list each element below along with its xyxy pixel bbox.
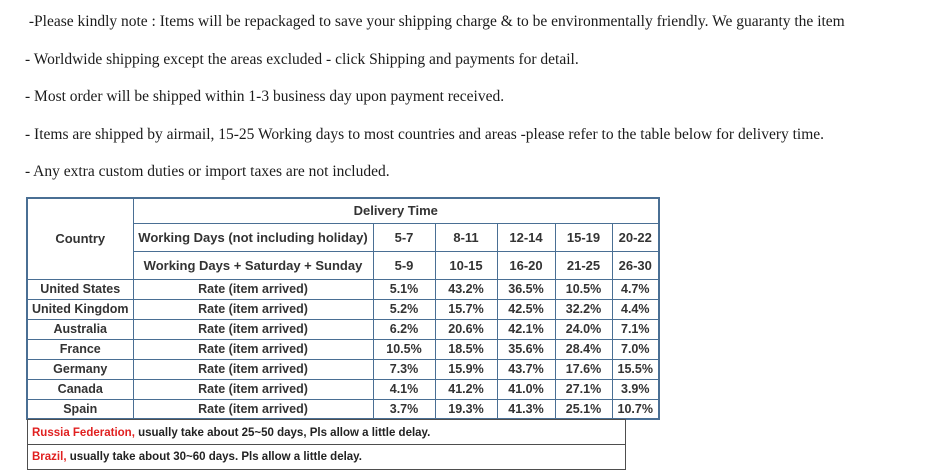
rate-value: 10.7%: [611, 398, 660, 420]
rate-value: 5.1%: [372, 278, 436, 300]
working-days-value: 21-25: [554, 250, 613, 280]
note-airmail: - Items are shipped by airmail, 15-25 Wo…: [25, 125, 825, 143]
rate-value: 41.2%: [434, 378, 498, 400]
country-name-cell: Spain: [26, 398, 134, 420]
rate-label-cell: Rate (item arrived): [132, 338, 374, 360]
working-days-row: Working Days (not including holiday) 5-7…: [27, 222, 660, 252]
note-worldwide-shipping: - Worldwide shipping except the areas ex…: [25, 50, 579, 68]
working-days-value: 12-14: [496, 222, 556, 252]
rate-value: 42.1%: [496, 318, 556, 340]
rate-value: 10.5%: [554, 278, 613, 300]
working-days-value: 16-20: [496, 250, 556, 280]
russia-note-country: Russia Federation,: [32, 426, 135, 439]
table-row-united-states: United States Rate (item arrived) 5.1% 4…: [26, 278, 660, 300]
rate-value: 7.1%: [611, 318, 660, 340]
rate-value: 27.1%: [554, 378, 613, 400]
rate-value: 15.5%: [611, 358, 660, 380]
note-custom-duties: - Any extra custom duties or import taxe…: [25, 163, 390, 180]
working-days-value: 5-7: [372, 222, 436, 252]
rate-value: 15.9%: [434, 358, 498, 380]
rate-value: 17.6%: [554, 358, 613, 380]
rate-value: 25.1%: [554, 398, 613, 420]
working-days-value: 8-11: [434, 222, 498, 252]
rate-value: 10.5%: [372, 338, 436, 360]
country-name-cell: Canada: [26, 378, 134, 400]
working-days-value: 20-22: [611, 222, 660, 252]
working-days-weekend-label: Working Days + Saturday + Sunday: [132, 250, 374, 280]
table-row-spain: Spain Rate (item arrived) 3.7% 19.3% 41.…: [26, 398, 660, 420]
rate-value: 6.2%: [372, 318, 436, 340]
rate-label-cell: Rate (item arrived): [132, 398, 374, 420]
rate-value: 43.2%: [434, 278, 498, 300]
rate-label-cell: Rate (item arrived): [132, 278, 374, 300]
brazil-note-text: usually take about 30~60 days. Pls allow…: [66, 451, 362, 464]
working-days-weekend-row: Working Days + Saturday + Sunday 5-9 10-…: [27, 250, 660, 280]
rate-value: 5.2%: [372, 298, 436, 320]
table-row-united-kingdom: United Kingdom Rate (item arrived) 5.2% …: [26, 298, 660, 320]
country-header-cell: Country: [26, 197, 134, 280]
table-row-australia: Australia Rate (item arrived) 6.2% 20.6%…: [26, 318, 660, 340]
rate-value: 41.0%: [496, 378, 556, 400]
russia-note-text: usually take about 25~50 days, Pls allow…: [134, 426, 431, 439]
working-days-value: 5-9: [372, 250, 436, 280]
country-delay-notes: Russia Federation, usually take about 25…: [27, 419, 626, 471]
rate-label-cell: Rate (item arrived): [132, 378, 374, 400]
rate-value: 19.3%: [434, 398, 498, 420]
rate-value: 41.3%: [496, 398, 556, 420]
rate-value: 43.7%: [496, 358, 556, 380]
rate-value: 3.9%: [611, 378, 660, 400]
rate-value: 3.7%: [372, 398, 436, 420]
rate-value: 28.4%: [554, 338, 613, 360]
country-name-cell: United Kingdom: [26, 298, 134, 320]
rate-value: 15.7%: [434, 298, 498, 320]
rate-value: 36.5%: [496, 278, 556, 300]
rate-value: 7.3%: [372, 358, 436, 380]
rate-value: 4.4%: [611, 298, 660, 320]
russia-delay-note: Russia Federation, usually take about 25…: [27, 419, 626, 446]
working-days-value: 10-15: [434, 250, 498, 280]
rate-label-cell: Rate (item arrived): [132, 358, 374, 380]
brazil-delay-note: Brazil, usually take about 30~60 days. P…: [27, 444, 626, 471]
brazil-note-country: Brazil,: [32, 451, 67, 464]
note-repackaged: -Please kindly note : Items will be repa…: [25, 13, 845, 30]
rate-value: 42.5%: [496, 298, 556, 320]
rate-value: 24.0%: [554, 318, 613, 340]
working-days-label: Working Days (not including holiday): [132, 222, 374, 252]
table-row-france: France Rate (item arrived) 10.5% 18.5% 3…: [26, 338, 660, 360]
rate-value: 4.7%: [611, 278, 660, 300]
country-name-cell: Australia: [26, 318, 134, 340]
working-days-value: 26-30: [611, 250, 660, 280]
rate-value: 35.6%: [496, 338, 556, 360]
country-name-cell: France: [26, 338, 134, 360]
country-name-cell: United States: [26, 278, 134, 300]
country-name-cell: Germany: [26, 358, 134, 380]
delivery-time-table: Country Delivery Time Working Days (not …: [26, 197, 660, 420]
rate-label-cell: Rate (item arrived): [132, 318, 374, 340]
shipping-notes-section: -Please kindly note : Items will be repa…: [25, 14, 935, 202]
delivery-time-header-cell: Delivery Time: [132, 197, 660, 224]
table-row-canada: Canada Rate (item arrived) 4.1% 41.2% 41…: [26, 378, 660, 400]
note-ship-time: - Most order will be shipped within 1-3 …: [25, 88, 505, 105]
rate-label-cell: Rate (item arrived): [132, 298, 374, 320]
rate-value: 4.1%: [372, 378, 436, 400]
rate-value: 32.2%: [554, 298, 613, 320]
rate-value: 20.6%: [434, 318, 498, 340]
rate-value: 7.0%: [611, 338, 660, 360]
working-days-value: 15-19: [554, 222, 613, 252]
rate-value: 18.5%: [434, 338, 498, 360]
table-header-row: Country Delivery Time: [26, 197, 660, 280]
table-row-germany: Germany Rate (item arrived) 7.3% 15.9% 4…: [26, 358, 660, 380]
